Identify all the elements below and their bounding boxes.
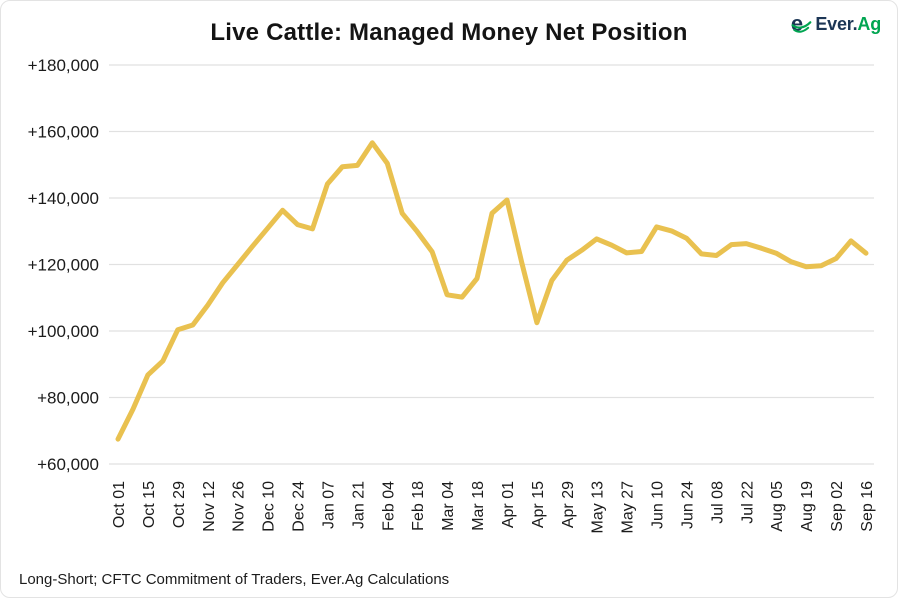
x-tick-label: Sep 02 <box>829 481 846 532</box>
y-tick-label: +100,000 <box>28 322 99 341</box>
x-axis-labels: Oct 01 Oct 15 Oct 29 Nov 12 Nov 26 Dec 10 Dec … <box>111 481 876 534</box>
x-tick-label: Feb 04 <box>380 481 397 531</box>
y-axis-labels: +180,000 +160,000 +140,000 +120,000 +100,000… <box>28 56 99 474</box>
x-tick-label: Oct 29 <box>171 481 188 528</box>
x-tick-label: Dec 24 <box>291 481 308 532</box>
source-note: Long-Short; CFTC Commitment of Traders, … <box>19 571 450 588</box>
y-tick-label: +60,000 <box>37 455 99 474</box>
chart-title: Live Cattle: Managed Money Net Position <box>210 19 688 46</box>
logo-text-ag: Ag <box>857 13 881 34</box>
x-tick-label: Jan 21 <box>350 481 367 529</box>
ever-ag-e-icon: e <box>791 13 812 35</box>
y-tick-label: +140,000 <box>28 189 99 208</box>
x-tick-label: Apr 01 <box>500 481 517 528</box>
everag-logo: e Ever.Ag <box>790 13 881 35</box>
logo-wordmark: Ever.Ag <box>815 14 881 35</box>
x-tick-label: Oct 15 <box>141 481 158 528</box>
x-tick-label: Nov 12 <box>201 481 218 532</box>
logo-text-ever: Ever. <box>815 13 858 34</box>
gridlines <box>109 64 874 465</box>
x-tick-label: Dec 10 <box>261 481 278 532</box>
x-tick-label: Mar 04 <box>440 481 457 531</box>
x-tick-label: May 13 <box>590 481 607 534</box>
x-tick-label: Feb 18 <box>410 481 427 531</box>
x-tick-label: Jul 08 <box>709 481 726 524</box>
x-tick-label: Sep 16 <box>859 481 876 532</box>
y-tick-label: +120,000 <box>28 256 99 275</box>
x-tick-label: Apr 29 <box>560 481 577 528</box>
x-tick-label: May 27 <box>620 481 637 534</box>
net-position-line <box>115 140 869 442</box>
x-tick-label: Oct 01 <box>111 481 128 528</box>
x-tick-label: Nov 26 <box>231 481 248 532</box>
y-tick-label: +180,000 <box>28 56 99 75</box>
x-tick-label: Aug 05 <box>769 481 786 532</box>
x-tick-label: Jul 22 <box>739 481 756 524</box>
x-tick-label: Apr 15 <box>530 481 547 528</box>
x-tick-label: Aug 19 <box>799 481 816 532</box>
y-tick-label: +160,000 <box>28 123 99 142</box>
x-tick-label: Mar 18 <box>470 481 487 531</box>
x-tick-label: Jan 07 <box>320 481 337 529</box>
x-tick-label: Jun 10 <box>650 481 667 529</box>
x-tick-label: Jun 24 <box>679 481 696 529</box>
y-tick-label: +80,000 <box>37 389 99 408</box>
